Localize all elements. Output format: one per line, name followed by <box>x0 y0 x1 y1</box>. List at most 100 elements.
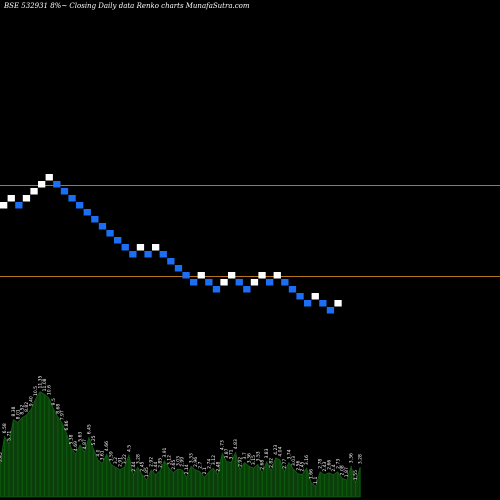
volume-bar <box>319 471 321 497</box>
volume-bar <box>279 459 281 497</box>
renko-brick-down <box>243 286 251 293</box>
renko-brick-up <box>45 174 53 181</box>
volume-label: 5.25 <box>91 435 97 445</box>
volume-bar <box>248 466 250 497</box>
volume-label: 3.91 <box>162 447 168 457</box>
volume-label: 3.28 <box>358 454 364 464</box>
renko-brick-down <box>121 244 129 251</box>
volume-label: 3.36 <box>349 453 355 463</box>
renko-brick-down <box>281 279 289 286</box>
volume-bar <box>83 452 86 497</box>
volume-bar <box>297 473 299 497</box>
volume-bar <box>230 462 232 497</box>
volume-label: 3.03 <box>291 456 297 466</box>
volume-bar <box>257 464 259 497</box>
volume-label: 2.96 <box>193 457 199 467</box>
renko-brick-down <box>76 202 84 209</box>
volume-bar <box>283 471 286 497</box>
volume-bar <box>266 461 268 497</box>
volume-bar <box>212 468 215 497</box>
volume-bar <box>110 464 112 497</box>
volume-label: 1.55 <box>353 470 359 480</box>
volume-label: 3.22 <box>122 454 128 464</box>
renko-brick-down <box>319 300 327 307</box>
volume-bar <box>115 467 117 497</box>
volume-label: 6.86 <box>64 420 70 430</box>
volume-bar <box>75 454 77 497</box>
volume-bar <box>79 444 81 497</box>
renko-brick-up <box>38 181 46 188</box>
volume-label: 2.66 <box>326 460 332 470</box>
renko-brick-up <box>334 300 342 307</box>
volume-bar <box>341 478 343 497</box>
volume-bar <box>346 480 348 497</box>
volume-bar <box>163 460 166 497</box>
volume-bar <box>261 472 263 497</box>
volume-label: 2.82 <box>269 458 275 468</box>
volume-label: 3.53 <box>255 451 261 461</box>
renko-brick-up <box>0 202 8 209</box>
volume-label: 6.58 <box>2 423 8 433</box>
renko-brick-up <box>258 272 266 279</box>
volume-bar <box>226 461 228 497</box>
volume-bar <box>137 467 139 497</box>
renko-brick-down <box>83 209 91 216</box>
volume-bar <box>181 469 183 497</box>
volume-bar <box>323 474 326 497</box>
volume-label: 2.99 <box>180 457 186 467</box>
volume-bar <box>70 447 72 497</box>
renko-brick-down <box>167 258 175 265</box>
volume-label: 4.66 <box>104 441 110 451</box>
volume-label: 2.08 <box>340 465 346 475</box>
volume-label: 8.68 <box>55 404 61 414</box>
volume-bar <box>177 469 179 497</box>
reference-lines <box>0 185 500 277</box>
volume-area <box>0 391 361 498</box>
volume-label: 2.68 <box>260 460 266 470</box>
volume-bar <box>26 414 28 497</box>
volume-bar <box>0 465 1 497</box>
renko-brick-up <box>152 244 160 251</box>
volume-bar <box>172 472 175 497</box>
volume-label: 3.59 <box>109 451 115 461</box>
volume-bar <box>270 470 272 497</box>
renko-brick-down <box>212 286 221 293</box>
volume-bar <box>61 423 63 497</box>
volume-label: 3.87 <box>224 448 230 458</box>
volume-label: 4.69 <box>73 441 79 451</box>
renko-brick-down <box>174 265 183 272</box>
volume-label: 1.1 <box>313 476 319 483</box>
volume-bar <box>43 394 46 497</box>
volume-label: 3.03 <box>175 456 181 466</box>
volume-label: 2.7 <box>198 462 204 469</box>
volume-label: 3.2 <box>113 457 119 464</box>
volume-label: 2.44 <box>131 461 137 471</box>
volume-bar <box>306 468 308 497</box>
volume-bar <box>52 408 55 497</box>
volume-label: 3.28 <box>135 454 141 464</box>
volume-label: 3.12 <box>211 455 217 465</box>
volume-label: 2.43 <box>322 461 328 471</box>
volume-bar <box>66 433 68 497</box>
volume-bar <box>292 469 295 497</box>
volume-label: 9.5 <box>51 398 57 405</box>
volume-label: 3.74 <box>286 449 292 459</box>
volume-label: 2.45 <box>300 461 306 471</box>
volume-label: 5.63 <box>78 432 84 442</box>
volume-label: 8.82 <box>24 402 30 412</box>
volume-bar <box>159 470 161 497</box>
renko-brick-down <box>235 279 243 286</box>
volume-label: 3.71 <box>229 449 235 459</box>
volume-label: 9.40 <box>29 396 35 406</box>
volume-label: 1.66 <box>309 469 315 479</box>
volume-bar <box>221 453 223 497</box>
volume-label: 4.83 <box>233 439 239 449</box>
renko-bricks <box>0 174 342 314</box>
volume-bar <box>132 474 135 497</box>
volume-bar <box>301 474 303 497</box>
volume-label: 2.1 <box>202 467 208 474</box>
renko-brick-up <box>311 293 319 300</box>
volume-bar <box>39 391 41 497</box>
volume-bar <box>355 483 357 497</box>
